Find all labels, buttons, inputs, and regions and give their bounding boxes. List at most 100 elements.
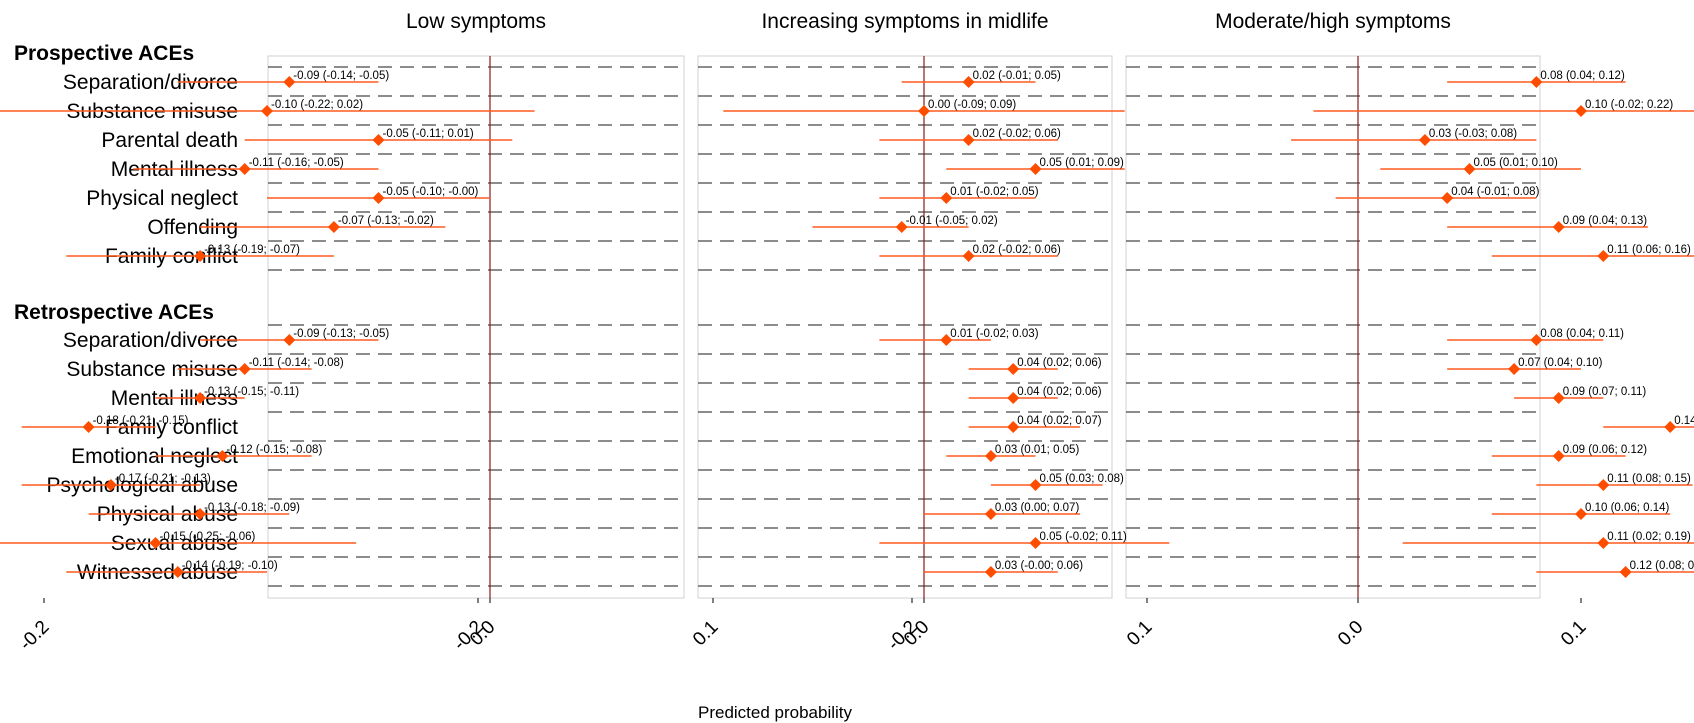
data-label: -0.10 (-0.22; 0.02) bbox=[271, 99, 363, 111]
estimate-marker bbox=[1597, 479, 1610, 491]
data-label: 0.03 (-0.03; 0.08) bbox=[1429, 128, 1517, 140]
data-label: 0.04 (0.02; 0.06) bbox=[1017, 357, 1102, 369]
estimate-marker bbox=[283, 76, 296, 88]
data-label: -0.14 (-0.19; -0.10) bbox=[182, 560, 278, 572]
estimate-marker bbox=[1029, 479, 1042, 491]
row-label: Offending bbox=[147, 216, 238, 239]
estimate-marker bbox=[1597, 250, 1610, 262]
data-label: 0.00 (-0.09; 0.09) bbox=[928, 99, 1016, 111]
estimate-marker bbox=[1463, 163, 1476, 175]
data-label: 0.05 (0.03; 0.08) bbox=[1040, 473, 1125, 485]
data-label: -0.12 (-0.15; -0.08) bbox=[226, 444, 322, 456]
estimate-marker bbox=[261, 105, 273, 117]
panel-frame bbox=[697, 55, 1113, 599]
data-label: -0.01 (-0.05; 0.02) bbox=[906, 215, 998, 227]
data-label: -0.11 (-0.14; -0.08) bbox=[249, 357, 344, 369]
panel-title: Moderate/high symptoms bbox=[1215, 10, 1451, 33]
estimate-marker bbox=[918, 105, 930, 117]
data-label: 0.03 (0.01; 0.05) bbox=[995, 444, 1080, 456]
data-label: 0.04 (-0.01; 0.08) bbox=[1451, 186, 1539, 198]
estimate-marker bbox=[149, 537, 162, 549]
data-label: 0.09 (0.07; 0.11) bbox=[1563, 386, 1647, 398]
estimate-marker bbox=[194, 508, 207, 520]
estimate-marker bbox=[104, 479, 117, 491]
data-label: 0.02 (-0.01; 0.05) bbox=[973, 70, 1061, 82]
data-label: 0.01 (-0.02; 0.05) bbox=[950, 186, 1038, 198]
row-label: Substance misuse bbox=[66, 358, 238, 381]
x-tick-label: 0.0 bbox=[1334, 617, 1368, 651]
data-label: -0.15 (-0.25; -0.06) bbox=[160, 531, 256, 543]
estimate-marker bbox=[372, 134, 385, 146]
estimate-marker bbox=[940, 334, 953, 346]
x-axis-title: Predicted probability bbox=[698, 703, 853, 722]
estimate-marker bbox=[1530, 334, 1543, 346]
estimate-marker bbox=[372, 192, 385, 204]
estimate-marker bbox=[984, 450, 997, 462]
estimate-marker bbox=[1575, 508, 1587, 520]
data-label: 0.14 (0.11; 0.17) bbox=[1674, 415, 1694, 427]
group-label: Retrospective ACEs bbox=[14, 301, 214, 324]
estimate-marker bbox=[1664, 421, 1677, 433]
estimate-marker bbox=[962, 76, 975, 88]
estimate-marker bbox=[1552, 392, 1565, 404]
data-label: 0.10 (-0.02; 0.22) bbox=[1585, 99, 1673, 111]
data-label: 0.04 (0.02; 0.06) bbox=[1017, 386, 1102, 398]
row-label: Separation/divorce bbox=[63, 71, 238, 94]
x-tick-label: -0.2 bbox=[16, 617, 54, 655]
x-tick-label: 0.1 bbox=[1557, 617, 1591, 651]
estimate-marker bbox=[82, 421, 95, 433]
group-label: Prospective ACEs bbox=[14, 42, 194, 65]
row-label: Parental death bbox=[101, 129, 238, 152]
estimate-marker bbox=[962, 134, 975, 146]
estimate-marker bbox=[1619, 566, 1632, 578]
data-label: 0.05 (0.01; 0.10) bbox=[1474, 157, 1559, 169]
estimate-marker bbox=[1530, 76, 1543, 88]
data-label: 0.11 (0.02; 0.19) bbox=[1607, 531, 1691, 543]
panel-frame bbox=[267, 55, 685, 599]
data-label: 0.03 (0.00; 0.07) bbox=[995, 502, 1080, 514]
row-label: Physical neglect bbox=[86, 187, 238, 210]
data-label: 0.08 (0.04; 0.11) bbox=[1540, 328, 1624, 340]
panel-title: Increasing symptoms in midlife bbox=[761, 10, 1048, 33]
data-label: -0.13 (-0.19; -0.07) bbox=[204, 244, 300, 256]
estimate-marker bbox=[1007, 392, 1020, 404]
estimate-marker bbox=[1029, 163, 1042, 175]
data-label: -0.05 (-0.10; -0.00) bbox=[383, 186, 479, 198]
data-label: -0.09 (-0.13; -0.05) bbox=[293, 328, 389, 340]
data-label: -0.09 (-0.14; -0.05) bbox=[293, 70, 389, 82]
estimate-marker bbox=[1575, 105, 1587, 117]
data-label: 0.02 (-0.02; 0.06) bbox=[973, 128, 1061, 140]
estimate-marker bbox=[1552, 221, 1565, 233]
estimate-marker bbox=[327, 221, 340, 233]
estimate-marker bbox=[984, 508, 997, 520]
estimate-marker bbox=[216, 450, 229, 462]
data-label: 0.11 (0.06; 0.16) bbox=[1607, 244, 1691, 256]
data-label: -0.13 (-0.15; -0.11) bbox=[204, 386, 299, 398]
estimate-marker bbox=[1552, 450, 1565, 462]
estimate-marker bbox=[171, 566, 184, 578]
data-label: -0.17 (-0.21; -0.13) bbox=[115, 473, 211, 485]
panel-title: Low symptoms bbox=[406, 10, 546, 33]
estimate-marker bbox=[1508, 363, 1521, 375]
row-label: Emotional neglect bbox=[71, 445, 238, 468]
data-label: 0.09 (0.04; 0.13) bbox=[1563, 215, 1648, 227]
data-label: 0.09 (0.06; 0.12) bbox=[1563, 444, 1648, 456]
estimate-marker bbox=[194, 392, 207, 404]
row-label: Separation/divorce bbox=[63, 329, 238, 352]
estimate-marker bbox=[1007, 363, 1020, 375]
estimate-marker bbox=[194, 250, 207, 262]
estimate-marker bbox=[940, 192, 953, 204]
x-tick-label: 0.1 bbox=[689, 617, 723, 651]
estimate-marker bbox=[1597, 537, 1610, 549]
data-label: 0.05 (0.01; 0.09) bbox=[1040, 157, 1125, 169]
data-label: 0.10 (0.06; 0.14) bbox=[1585, 502, 1670, 514]
data-label: 0.02 (-0.02; 0.06) bbox=[973, 244, 1061, 256]
estimate-marker bbox=[984, 566, 997, 578]
data-label: 0.07 (0.04; 0.10) bbox=[1518, 357, 1603, 369]
data-label: 0.12 (0.08; 0.16) bbox=[1630, 560, 1694, 572]
data-label: -0.07 (-0.13; -0.02) bbox=[338, 215, 434, 227]
estimate-marker bbox=[962, 250, 975, 262]
estimate-marker bbox=[1418, 134, 1431, 146]
data-label: 0.01 (-0.02; 0.03) bbox=[950, 328, 1038, 340]
data-label: 0.08 (0.04; 0.12) bbox=[1540, 70, 1625, 82]
